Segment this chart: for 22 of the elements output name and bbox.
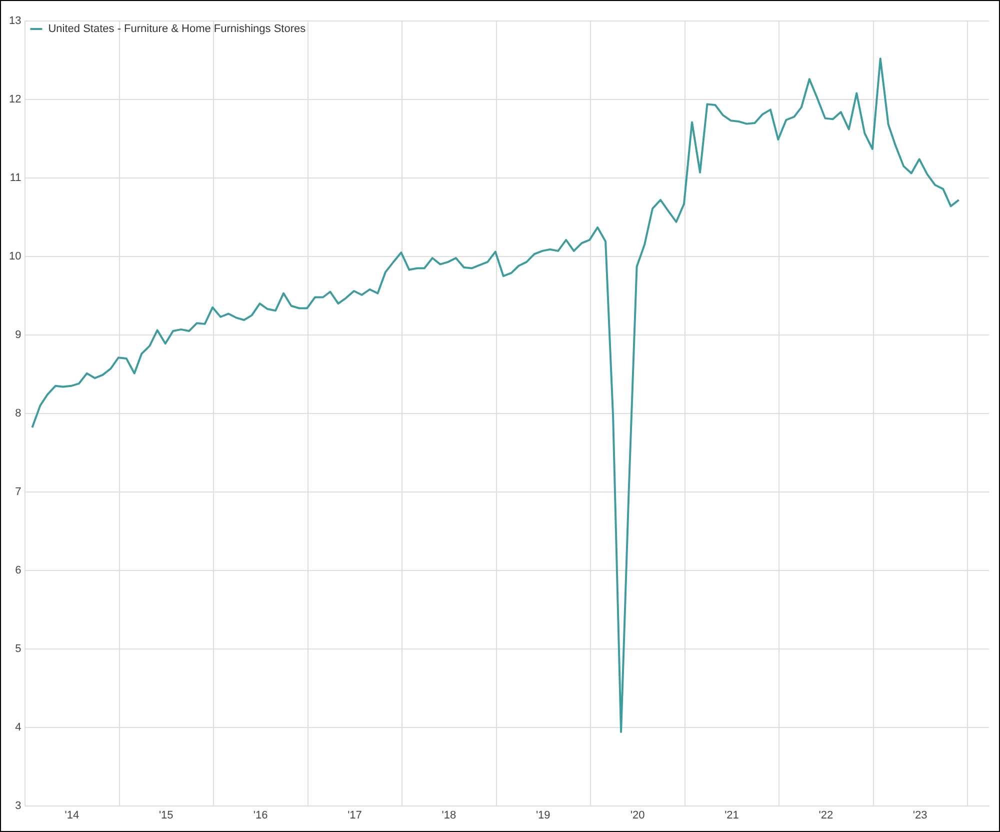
y-tick-label: 11 <box>10 172 22 184</box>
legend-label: United States - Furniture & Home Furnishings Stores <box>48 23 306 36</box>
y-tick-label: 9 <box>15 328 22 341</box>
x-tick-label: '20 <box>630 809 645 822</box>
x-tick-label: '19 <box>536 809 550 822</box>
x-tick-label: '16 <box>253 809 268 822</box>
x-tick-label: '18 <box>442 809 456 822</box>
y-tick-label: 4 <box>15 721 22 734</box>
x-tick-label: '14 <box>64 809 80 822</box>
x-tick-label: '17 <box>348 809 362 822</box>
y-tick-label: 8 <box>15 407 22 420</box>
y-tick-label: 5 <box>15 642 22 655</box>
x-tick-label: '23 <box>912 809 928 822</box>
y-tick-label: 10 <box>8 250 22 262</box>
x-tick-label: '21 <box>724 809 739 822</box>
y-tick-label: 12 <box>8 94 22 106</box>
y-tick-label: 6 <box>15 564 22 576</box>
y-tick-label: 13 <box>8 15 22 28</box>
y-tick-label: 7 <box>15 486 22 498</box>
x-tick-label: '15 <box>158 809 174 822</box>
y-tick-label: 3 <box>15 800 22 812</box>
x-tick-label: '22 <box>818 809 834 822</box>
